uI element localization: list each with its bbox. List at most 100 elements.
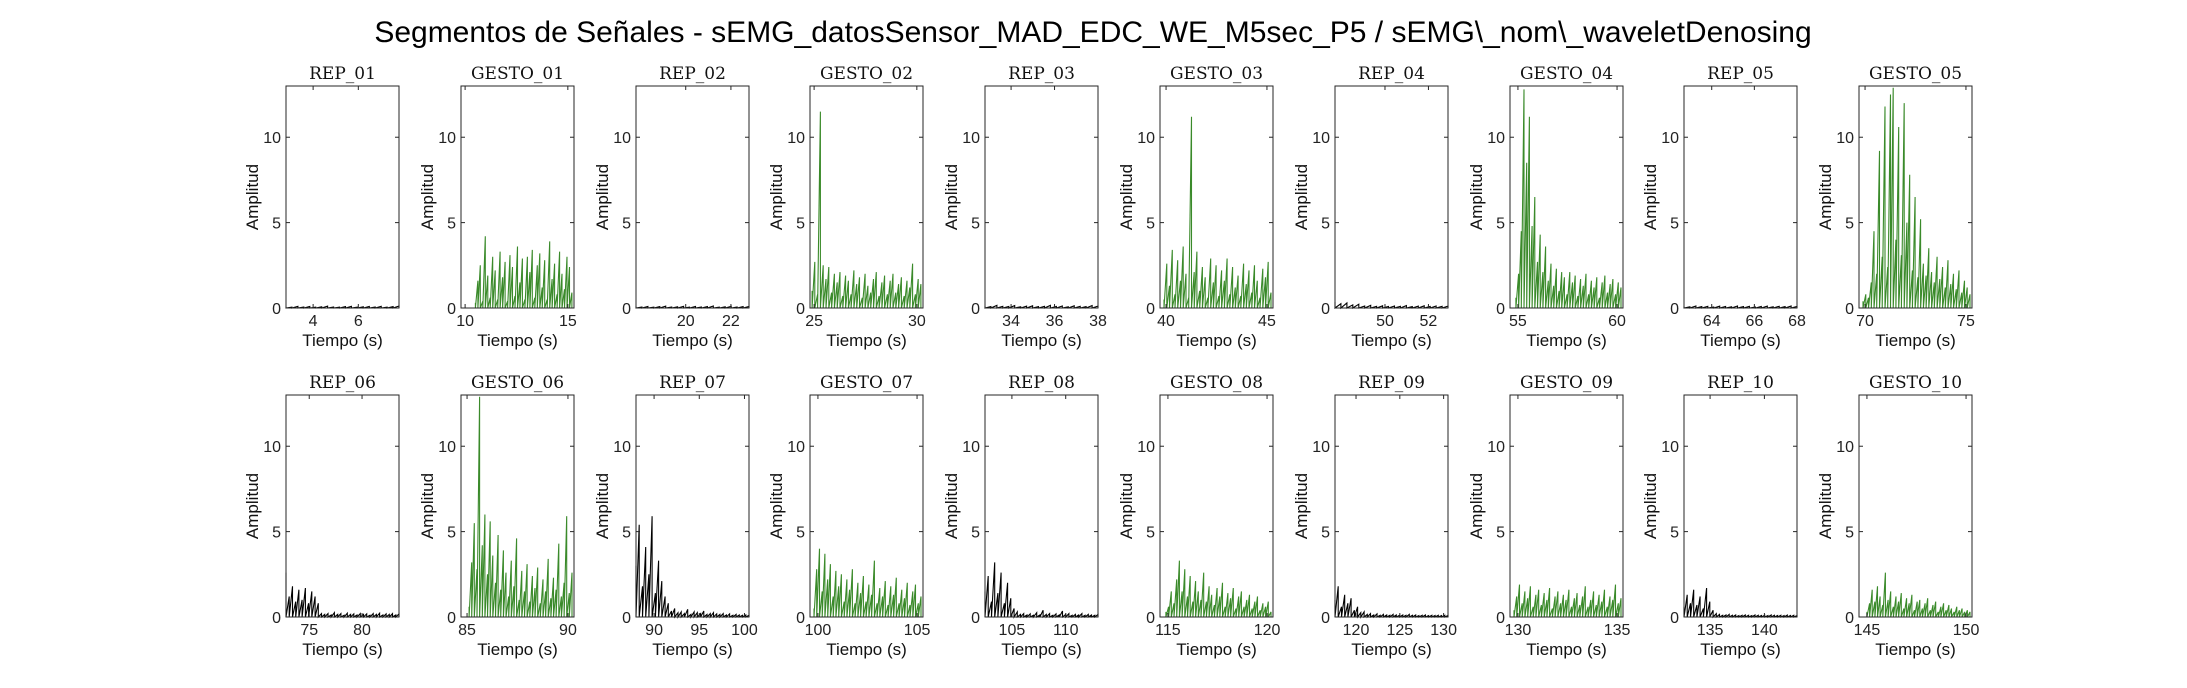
axes-box xyxy=(1159,85,1274,309)
panel-title: REP_01 xyxy=(309,64,376,84)
x-tick-label: 40 xyxy=(1157,313,1175,330)
x-tick-label: 105 xyxy=(999,622,1026,639)
y-axis-label: Amplitud xyxy=(1292,164,1311,230)
y-tick-label: 5 xyxy=(796,216,805,233)
y-tick-label: 10 xyxy=(263,130,281,147)
y-tick-label: 0 xyxy=(272,301,281,318)
y-axis-label: Amplitud xyxy=(418,473,437,539)
panel-rep-07: 0 5 10 90 95 100 REP_07 Tiempo (s) Amplitud xyxy=(593,373,758,659)
y-tick-label: 5 xyxy=(1146,216,1155,233)
axes-box xyxy=(984,394,1099,618)
y-tick-label: 5 xyxy=(971,216,980,233)
panel-rep-05: 0 5 10 64 66 68 REP_05 Tiempo (s) Amplitud xyxy=(1641,64,1806,350)
x-tick-label: 15 xyxy=(559,313,577,330)
x-tick-label: 130 xyxy=(1505,622,1532,639)
panel-gesto-09: 0 5 10 130 135 GESTO_09 Tiempo (s) Amplitud xyxy=(1467,373,1630,659)
y-axis-label: Amplitud xyxy=(1467,164,1486,230)
axes-box xyxy=(984,85,1099,309)
y-tick-label: 5 xyxy=(447,216,456,233)
axes-box xyxy=(1334,394,1449,618)
panel-title: REP_07 xyxy=(659,373,726,393)
x-tick-label: 115 xyxy=(1155,622,1181,639)
y-tick-label: 5 xyxy=(796,525,805,542)
y-tick-label: 10 xyxy=(1487,439,1505,456)
y-tick-label: 10 xyxy=(1836,439,1854,456)
panel-gesto-08: 0 5 10 115 120 GESTO_08 Tiempo (s) Amplitud xyxy=(1117,373,1280,659)
y-axis-label: Amplitud xyxy=(1816,473,1835,539)
panel-rep-08: 0 5 10 105 110 REP_08 Tiempo (s) Amplitud xyxy=(942,373,1099,659)
axes-box xyxy=(809,85,924,309)
y-tick-label: 10 xyxy=(787,439,805,456)
axes-box xyxy=(809,394,924,618)
y-tick-label: 0 xyxy=(971,301,980,318)
y-tick-label: 5 xyxy=(1321,525,1330,542)
y-axis-label: Amplitud xyxy=(418,164,437,230)
axes-box xyxy=(460,394,575,618)
x-axis-label: Tiempo (s) xyxy=(1875,640,1956,659)
y-axis-label: Amplitud xyxy=(1117,473,1136,539)
x-tick-label: 120 xyxy=(1343,622,1370,639)
x-axis-label: Tiempo (s) xyxy=(826,640,907,659)
panel-title: GESTO_07 xyxy=(820,373,913,393)
y-tick-label: 0 xyxy=(796,301,805,318)
panel-gesto-03: 0 5 10 40 45 GESTO_03 Tiempo (s) Amplitud xyxy=(1117,64,1276,350)
x-tick-label: 135 xyxy=(1697,622,1724,639)
x-tick-label: 120 xyxy=(1254,622,1281,639)
x-tick-label: 135 xyxy=(1604,622,1631,639)
x-axis-label: Tiempo (s) xyxy=(1700,331,1781,350)
panels: 0 5 10 4 6 REP_01 Tiempo (s) Amplitud 0 5 10 10 15 GE… xyxy=(243,64,1979,659)
axes-box xyxy=(1683,85,1798,309)
y-tick-label: 10 xyxy=(1137,130,1155,147)
axes-box xyxy=(635,394,750,618)
y-tick-label: 0 xyxy=(447,610,456,627)
y-tick-label: 5 xyxy=(1845,216,1854,233)
panel-rep-04: 0 5 10 50 52 REP_04 Tiempo (s) Amplitud xyxy=(1292,64,1449,350)
x-tick-label: 64 xyxy=(1703,313,1721,330)
panel-gesto-04: 0 5 10 55 60 GESTO_04 Tiempo (s) Amplitud xyxy=(1467,64,1626,350)
x-tick-label: 45 xyxy=(1258,313,1276,330)
x-axis-label: Tiempo (s) xyxy=(1700,640,1781,659)
x-axis-label: Tiempo (s) xyxy=(1351,640,1432,659)
x-tick-label: 4 xyxy=(309,313,318,330)
y-tick-label: 5 xyxy=(1670,216,1679,233)
y-tick-label: 10 xyxy=(438,130,456,147)
y-tick-label: 0 xyxy=(1496,301,1505,318)
y-tick-label: 10 xyxy=(962,439,980,456)
x-tick-label: 68 xyxy=(1788,313,1806,330)
y-tick-label: 5 xyxy=(272,525,281,542)
x-tick-label: 25 xyxy=(805,313,823,330)
x-axis-label: Tiempo (s) xyxy=(1526,331,1607,350)
y-axis-label: Amplitud xyxy=(243,473,262,539)
x-axis-label: Tiempo (s) xyxy=(1176,640,1257,659)
x-axis-label: Tiempo (s) xyxy=(1875,331,1956,350)
y-axis-label: Amplitud xyxy=(942,473,961,539)
panel-title: REP_05 xyxy=(1707,64,1774,84)
y-tick-label: 5 xyxy=(447,525,456,542)
y-axis-label: Amplitud xyxy=(1292,473,1311,539)
y-tick-label: 0 xyxy=(1496,610,1505,627)
x-tick-label: 6 xyxy=(354,313,363,330)
panel-title: REP_06 xyxy=(309,373,376,393)
y-tick-label: 5 xyxy=(1670,525,1679,542)
y-tick-label: 10 xyxy=(438,439,456,456)
y-tick-label: 10 xyxy=(613,439,631,456)
y-tick-label: 0 xyxy=(1146,301,1155,318)
y-tick-label: 0 xyxy=(1321,301,1330,318)
y-tick-label: 5 xyxy=(1496,525,1505,542)
x-axis-label: Tiempo (s) xyxy=(652,640,733,659)
y-tick-label: 0 xyxy=(1670,301,1679,318)
y-tick-label: 5 xyxy=(1845,525,1854,542)
axes-box xyxy=(1858,394,1973,618)
y-tick-label: 10 xyxy=(1312,439,1330,456)
x-tick-label: 20 xyxy=(677,313,695,330)
x-axis-label: Tiempo (s) xyxy=(302,331,383,350)
y-tick-label: 0 xyxy=(1845,610,1854,627)
panel-title: GESTO_03 xyxy=(1170,64,1263,84)
x-axis-label: Tiempo (s) xyxy=(477,331,558,350)
y-axis-label: Amplitud xyxy=(243,164,262,230)
panel-title: GESTO_01 xyxy=(471,64,564,84)
y-axis-label: Amplitud xyxy=(1816,164,1835,230)
axes-box xyxy=(1509,394,1624,618)
panel-title: REP_03 xyxy=(1008,64,1075,84)
